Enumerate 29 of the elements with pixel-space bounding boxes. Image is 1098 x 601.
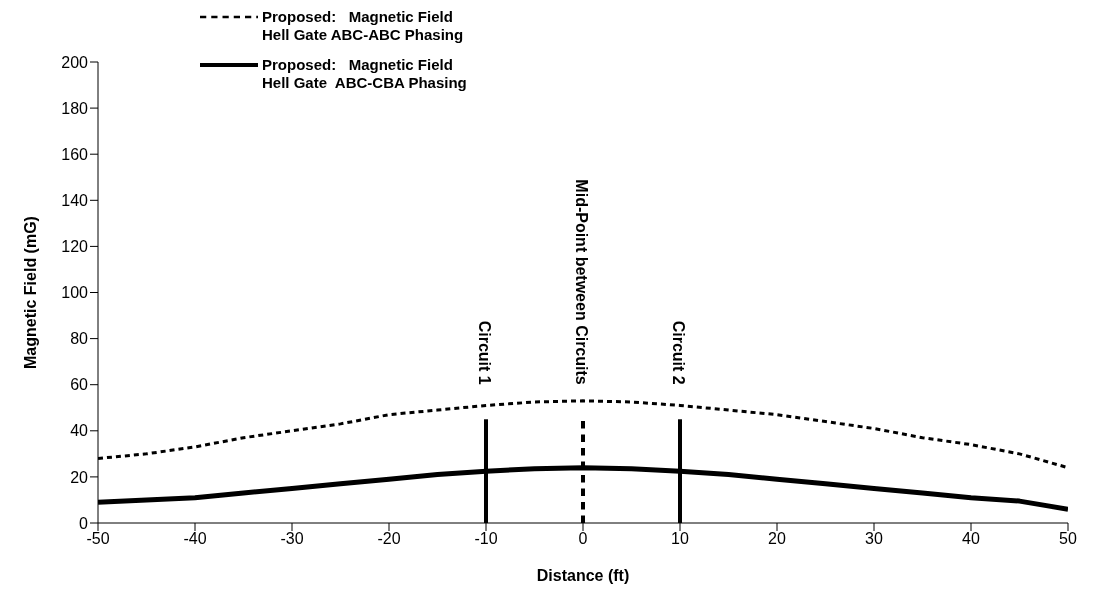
y-tick-label: 140 [61,191,89,209]
x-tick-label: 40 [962,530,980,548]
y-tick-label: 80 [70,330,89,348]
x-tick-label: 50 [1059,530,1077,548]
ref-line-label: Circuit 1 [476,320,493,385]
y-axis-title: Magnetic Field (mG) [21,216,39,369]
x-tick-label: 10 [671,530,689,548]
ref-line-label: Circuit 2 [670,320,687,385]
y-tick-label: 60 [70,376,89,394]
y-tick-label: 40 [70,422,89,440]
y-tick-label: 120 [61,238,89,256]
legend-label: Proposed: Magnetic Field Hell Gate ABC-CBA Phasing [262,56,467,92]
x-tick-label: -30 [280,530,304,548]
y-tick-label: 0 [79,514,89,532]
x-tick-label: -20 [377,530,401,548]
y-tick-label: 200 [61,53,89,71]
x-axis-title: Distance (ft) [536,567,630,584]
x-tick-label: 30 [865,530,883,548]
y-tick-label: 180 [61,99,89,117]
ref-line-label: Mid-Point between Circuits [573,179,590,385]
x-tick-label: 0 [578,530,588,548]
x-tick-label: 20 [768,530,786,548]
x-tick-label: -10 [474,530,498,548]
y-tick-label: 100 [61,284,89,302]
x-tick-label: -40 [183,530,207,548]
legend-label: Proposed: Magnetic Field Hell Gate ABC-ABC Phasing [262,8,464,44]
x-tick-label: -50 [86,530,110,548]
y-tick-label: 20 [70,468,89,486]
y-tick-label: 160 [61,145,89,163]
